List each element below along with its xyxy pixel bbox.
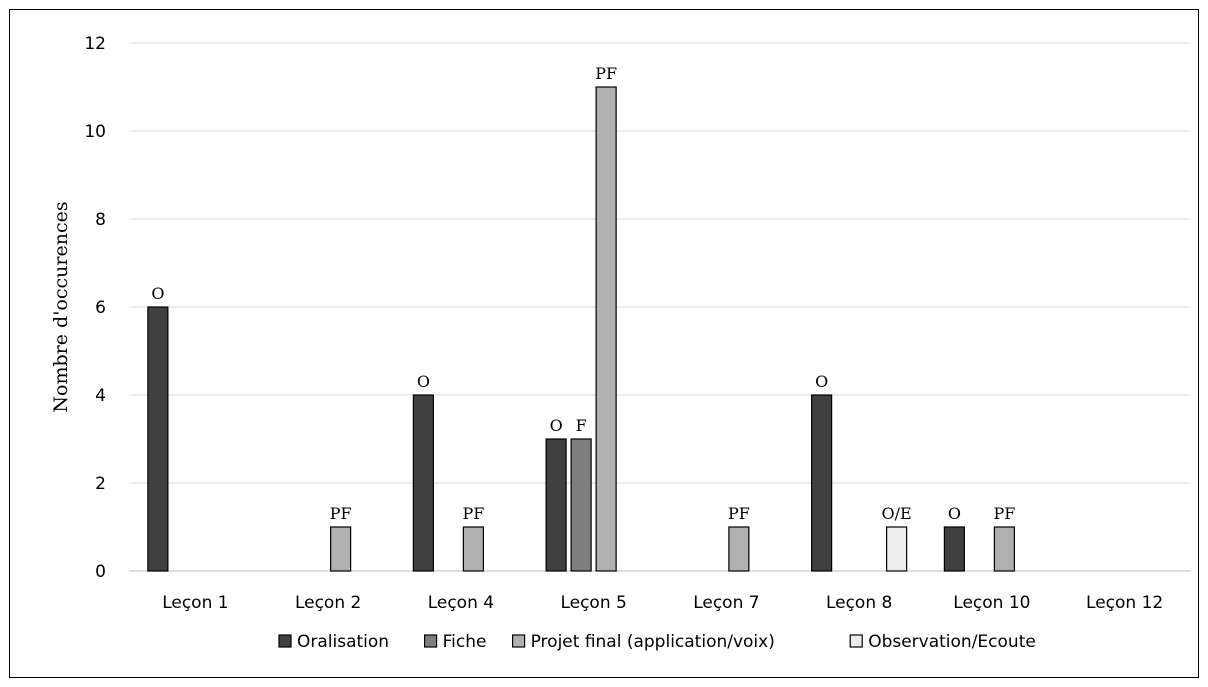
legend-swatch — [424, 634, 438, 648]
bar — [886, 526, 908, 572]
x-tick-label: Leçon 1 — [162, 593, 228, 613]
x-tick-label: Leçon 5 — [560, 593, 626, 613]
legend-swatch — [849, 634, 863, 648]
bar — [462, 526, 484, 572]
data-label: O — [815, 372, 828, 391]
legend-label: Oralisation — [297, 632, 389, 652]
bar — [943, 526, 965, 572]
data-label: F — [576, 416, 587, 435]
bar — [595, 86, 617, 572]
legend-label: Fiche — [443, 632, 487, 652]
y-axis-label: Nombre d'occurences — [50, 201, 72, 412]
chart-frame: 0 2 4 6 8 10 12 Nombre d'occurences O Leçon 1 PF Le… — [9, 9, 1199, 678]
x-tick-label: Leçon 10 — [953, 593, 1030, 613]
y-tick-label: 8 — [95, 210, 106, 230]
data-label: PF — [993, 504, 1015, 523]
y-tick-label: 12 — [84, 34, 106, 54]
y-tick-label: 6 — [95, 298, 106, 318]
x-tick-label: Leçon 8 — [826, 593, 892, 613]
bar — [570, 438, 592, 572]
bar — [728, 526, 750, 572]
legend-label: Observation/Ecoute — [868, 632, 1036, 652]
data-label: O/E — [882, 504, 912, 523]
legend-swatch — [278, 634, 292, 648]
y-tick-label: 10 — [84, 122, 106, 142]
x-tick-label: Leçon 12 — [1086, 593, 1163, 613]
bar — [545, 438, 567, 572]
data-label: PF — [330, 504, 352, 523]
data-label: PF — [462, 504, 484, 523]
data-label: PF — [728, 504, 750, 523]
data-label: O — [550, 416, 563, 435]
bar — [993, 526, 1015, 572]
x-tick-label: Leçon 4 — [428, 593, 494, 613]
legend-label: Projet final (application/voix) — [531, 632, 775, 652]
data-label: O — [948, 504, 961, 523]
data-label: PF — [595, 64, 617, 83]
bar — [147, 306, 169, 572]
data-label: O — [417, 372, 430, 391]
x-tick-label: Leçon 2 — [295, 593, 361, 613]
y-tick-label: 2 — [95, 474, 106, 494]
bar — [811, 394, 833, 572]
bar — [330, 526, 352, 572]
x-tick-label: Leçon 7 — [693, 593, 759, 613]
y-tick-label: 0 — [95, 562, 106, 582]
bar-chart: 0 2 4 6 8 10 12 Nombre d'occurences O Leçon 1 PF Le… — [50, 34, 1191, 652]
data-label: O — [151, 284, 164, 303]
bar — [412, 394, 434, 572]
y-tick-label: 4 — [95, 386, 106, 406]
legend-swatch — [512, 634, 526, 648]
